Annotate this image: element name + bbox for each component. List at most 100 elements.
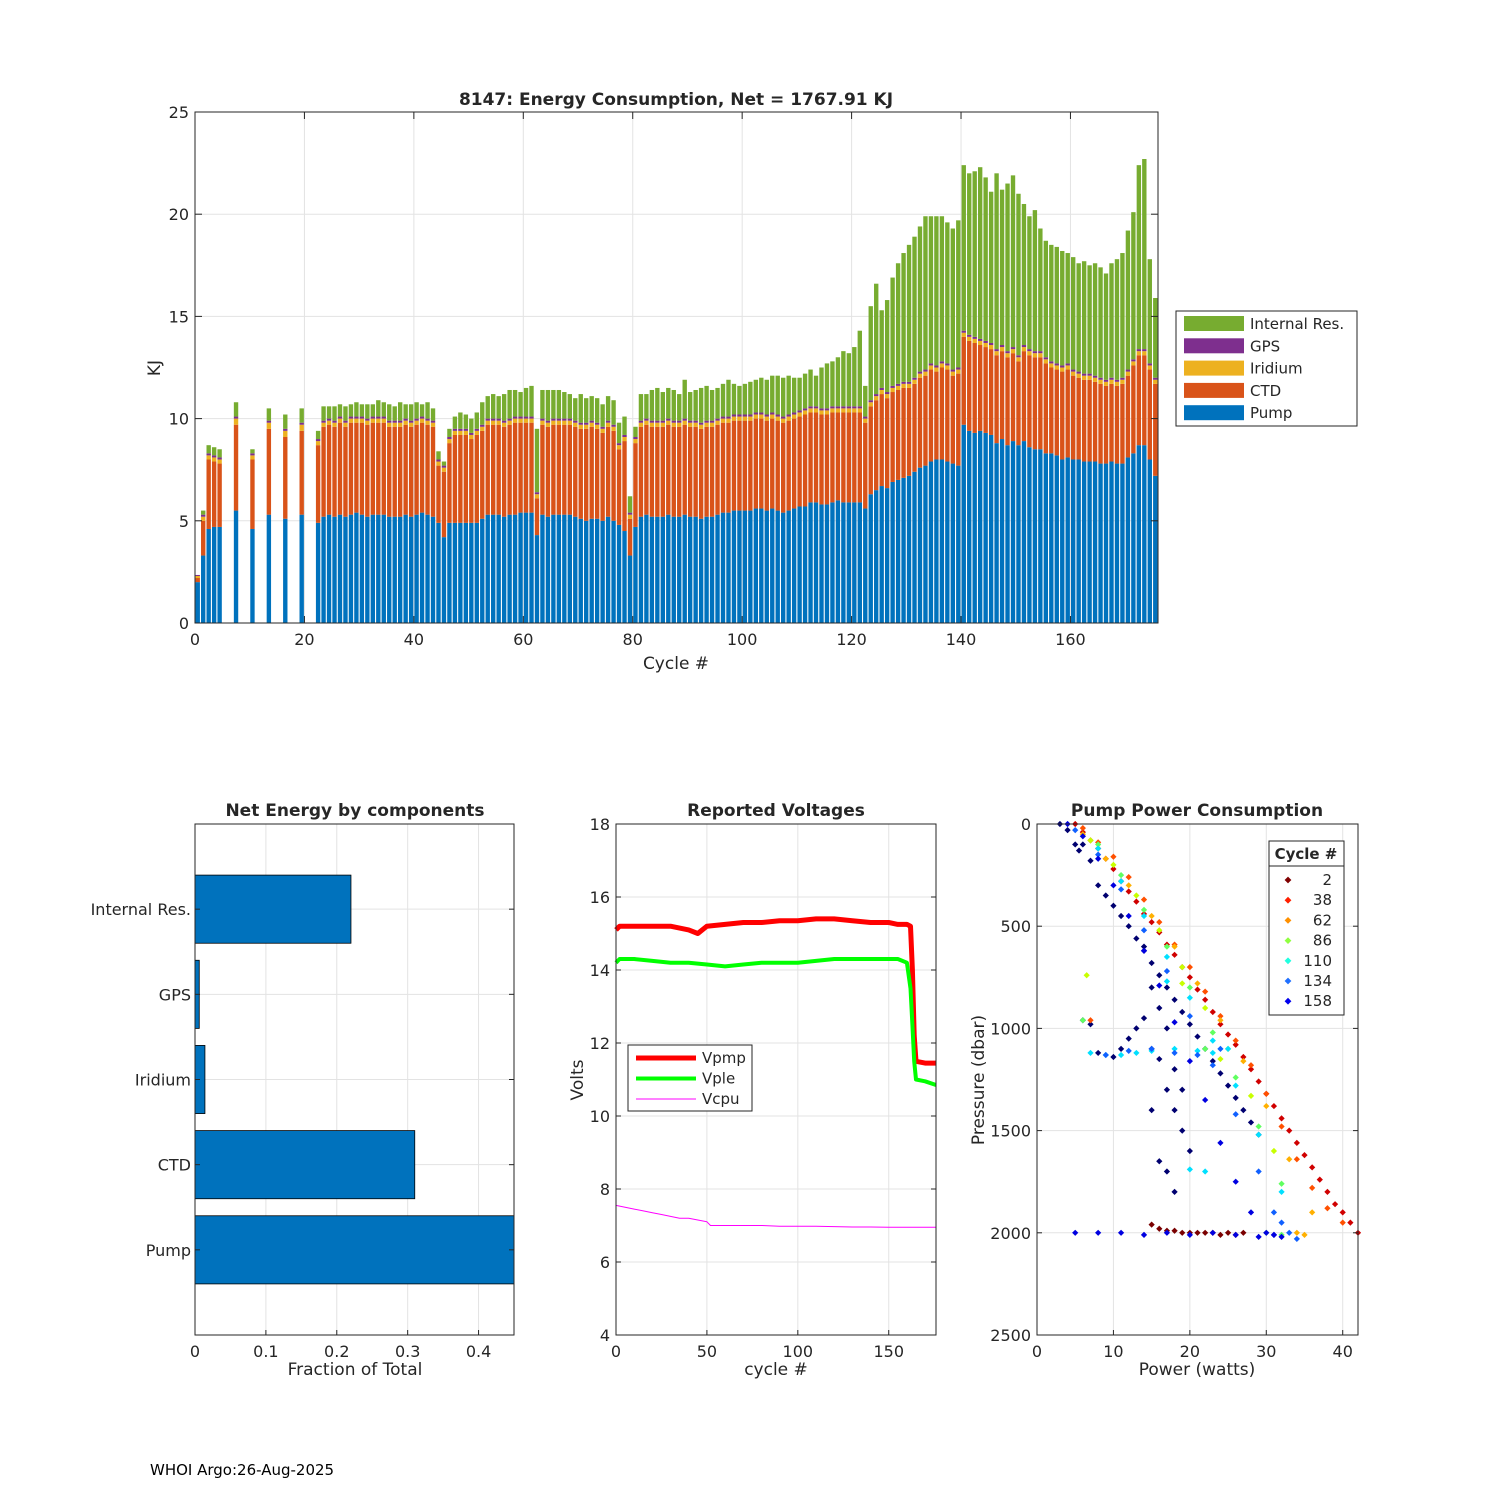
energy-bar-internal-res: [337, 404, 343, 417]
energy-bar-iridium: [206, 455, 211, 460]
energy-bar-gps: [1131, 359, 1136, 362]
pump-power-point: [1087, 1021, 1094, 1028]
voltages-line-vpmp: [614, 916, 936, 1066]
energy-bar-ctd: [1021, 351, 1027, 442]
energy-bar-pump: [742, 510, 748, 623]
pump-power-point: [1232, 1082, 1239, 1089]
energy-bar-ctd: [649, 426, 655, 517]
energy-bar-ctd: [808, 412, 813, 503]
energy-bar-iridium: [512, 418, 518, 423]
pump-power-point: [1263, 1229, 1270, 1236]
energy-bar-gps: [923, 369, 928, 372]
energy-bar-gps: [512, 416, 518, 419]
energy-bar-internal-res: [381, 402, 386, 417]
energy-bar-ctd: [1060, 371, 1065, 460]
energy-bar-pump: [266, 514, 272, 623]
energy-bar-pump: [534, 535, 540, 623]
pump-power-legend-box: [1268, 840, 1345, 1016]
energy-bar-gps: [408, 420, 414, 423]
pump-power-point: [1117, 886, 1125, 893]
voltages-ticks: 0 50 100 150 4 6 8 10 12 14 16 18: [590, 815, 936, 1361]
energy-bar-pump: [934, 459, 939, 623]
energy-bar-internal-res: [890, 277, 895, 386]
energy-bar-iridium: [742, 416, 748, 421]
pump-power-point: [1140, 906, 1148, 913]
energy-bar-pump: [841, 502, 846, 623]
energy-bar-pump: [666, 514, 671, 623]
pump-power-point: [1255, 1078, 1262, 1085]
energy-bar-internal-res: [436, 451, 441, 460]
energy-bar-gps: [1010, 347, 1016, 350]
energy-legend-swatch: [1184, 382, 1244, 398]
energy-bar-gps: [605, 420, 611, 423]
energy-bar-internal-res: [841, 351, 846, 407]
pump-power-point: [1095, 855, 1102, 862]
energy-bar-gps: [666, 418, 671, 421]
pump-power-point: [1148, 919, 1155, 926]
energy-bar-internal-res: [1065, 253, 1070, 364]
voltages-ytick-label: 6: [600, 1253, 610, 1272]
pump-power-point: [1133, 898, 1140, 905]
energy-bar-iridium: [720, 418, 726, 423]
energy-bar-iridium: [540, 420, 545, 425]
energy-bar-internal-res: [622, 416, 627, 435]
energy-legend-label: Iridium: [1250, 360, 1303, 378]
components-category-label: Pump: [146, 1241, 191, 1260]
energy-bar-pump: [737, 510, 742, 623]
energy-bar-pump: [332, 516, 337, 623]
energy-bar-internal-res: [452, 416, 458, 429]
energy-bar-gps: [759, 412, 764, 415]
pump-power-ylabel: Pressure (dbar): [969, 1015, 989, 1145]
pump-power-point: [1202, 1096, 1209, 1104]
energy-bar-pump: [430, 516, 436, 623]
energy-bar-pump: [671, 516, 676, 623]
energy-bar-internal-res: [742, 383, 748, 415]
energy-bar-ctd: [939, 367, 945, 460]
energy-bar-pump: [1153, 475, 1158, 623]
energy-bar-ctd: [1131, 365, 1136, 454]
energy-bar-internal-res: [556, 389, 562, 419]
energy-bar-gps: [983, 340, 988, 343]
energy-bar-ctd: [1103, 385, 1109, 464]
energy-bar-pump: [1114, 463, 1120, 623]
pump-power-legend-label: 2: [1322, 871, 1332, 889]
energy-bar-iridium: [1032, 353, 1038, 358]
pump-power-point: [1224, 1031, 1232, 1038]
energy-bar-iridium: [1087, 375, 1092, 380]
energy-bar-internal-res: [638, 394, 644, 421]
energy-bar-ctd: [983, 347, 988, 433]
energy-bar-ctd: [551, 424, 556, 515]
components-category-label: GPS: [159, 985, 191, 1004]
pump-power-point: [1140, 912, 1148, 920]
energy-bar-iridium: [283, 430, 288, 437]
energy-bar-gps: [594, 422, 600, 425]
energy-bar-iridium: [529, 418, 534, 423]
energy-bar-iridium: [1109, 379, 1114, 384]
energy-bar-iridium: [895, 385, 901, 390]
pump-power-point: [1293, 1235, 1300, 1243]
energy-bar-iridium: [1016, 357, 1021, 362]
energy-bar-ctd: [977, 345, 983, 431]
energy-bar-ctd: [359, 422, 365, 515]
energy-bar-internal-res: [1021, 203, 1027, 346]
energy-bar-pump: [485, 514, 490, 623]
energy-bar-internal-res: [589, 396, 594, 421]
energy-bar-internal-res: [594, 398, 600, 423]
pump-power-point: [1186, 994, 1193, 1001]
energy-bar-pump: [961, 424, 966, 623]
energy-bar-internal-res: [474, 412, 479, 429]
energy-bar-pump: [939, 459, 945, 623]
energy-bar-gps: [781, 416, 786, 419]
energy-bar-internal-res: [463, 414, 469, 429]
energy-bar-iridium: [961, 332, 966, 337]
voltages-title: Reported Voltages: [687, 801, 865, 821]
energy-bar-pump: [830, 502, 835, 623]
pump-power-point: [1194, 980, 1201, 987]
energy-bar-gps: [1016, 355, 1021, 358]
energy-bar-iridium: [709, 422, 715, 427]
pump-power-point: [1148, 1045, 1155, 1052]
energy-bar-iridium: [912, 379, 917, 384]
energy-xtick-label: 80: [623, 630, 643, 649]
pump-power-ytick-label: 2500: [990, 1326, 1031, 1345]
pump-power-point: [1217, 1070, 1224, 1077]
